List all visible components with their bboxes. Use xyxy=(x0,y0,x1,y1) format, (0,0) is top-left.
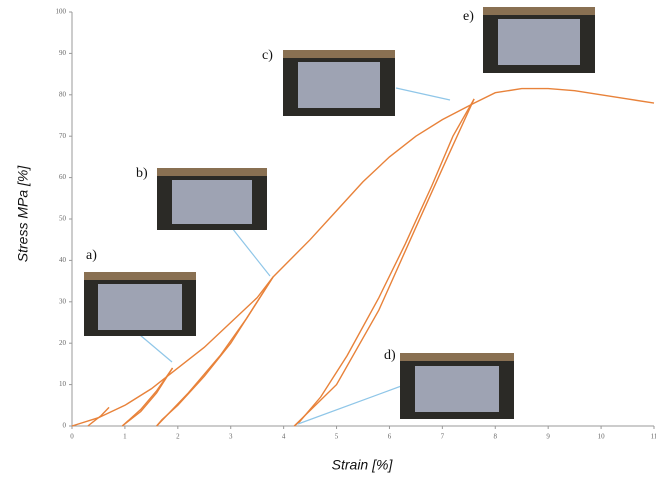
x-tick-label: 4 xyxy=(282,433,286,441)
y-tick-label: 20 xyxy=(59,339,67,347)
y-tick-label: 40 xyxy=(59,256,67,264)
stress-strain-curve xyxy=(72,89,654,426)
x-tick-label: 9 xyxy=(546,433,550,441)
photo-band xyxy=(84,272,196,280)
inset-photo xyxy=(157,168,267,230)
leader-line xyxy=(396,88,450,100)
inset-photo xyxy=(483,7,595,73)
annotation: c) xyxy=(262,48,273,63)
y-tick-label: 10 xyxy=(59,380,67,388)
x-tick-label: 1 xyxy=(123,433,127,441)
annotation: d) xyxy=(384,348,396,363)
y-axis-label: Stress MPa [%] xyxy=(15,165,31,263)
photo-sample xyxy=(415,366,499,412)
photo-band xyxy=(157,168,267,176)
photo-sample xyxy=(298,62,380,108)
x-tick-label: 2 xyxy=(176,433,180,441)
chart: 0 10 20 30 40 50 60 70 80 90 100 0 1 2 3 4 5 6 7 8 9 10 11 Str… xyxy=(0,0,656,478)
photo-band xyxy=(400,353,514,361)
annotation: e) xyxy=(463,9,474,24)
leader-line xyxy=(140,335,172,362)
x-tick-label: 6 xyxy=(388,433,392,441)
photo-band xyxy=(283,50,395,58)
y-tick-label: 90 xyxy=(59,49,67,57)
y-tick-label: 80 xyxy=(59,90,67,98)
x-tick-label: 10 xyxy=(598,433,606,441)
inset-photo xyxy=(283,50,395,116)
stress-strain-curve xyxy=(88,407,109,426)
y-tick-label: 50 xyxy=(59,215,67,223)
x-tick-label: 3 xyxy=(229,433,233,441)
inset-photo xyxy=(84,272,196,336)
x-tick-label: 7 xyxy=(441,433,445,441)
x-tick-label: 0 xyxy=(70,433,74,441)
y-tick-label: 30 xyxy=(59,297,67,305)
photo-band xyxy=(483,7,595,15)
x-tick-label: 5 xyxy=(335,433,339,441)
annotation: a) xyxy=(86,248,97,263)
annotation: b) xyxy=(136,166,148,181)
y-tick-label: 70 xyxy=(59,132,67,140)
photo-sample xyxy=(98,284,182,330)
y-tick-label: 0 xyxy=(63,422,67,430)
x-axis-label: Strain [%] xyxy=(332,457,394,473)
inset-photo xyxy=(400,353,514,419)
photo-sample xyxy=(172,180,252,224)
x-tick-label: 11 xyxy=(651,433,656,441)
y-tick-label: 60 xyxy=(59,173,67,181)
y-tick-label: 100 xyxy=(56,8,67,16)
x-tick-label: 8 xyxy=(494,433,498,441)
leader-line xyxy=(232,228,270,276)
photo-sample xyxy=(498,19,580,65)
